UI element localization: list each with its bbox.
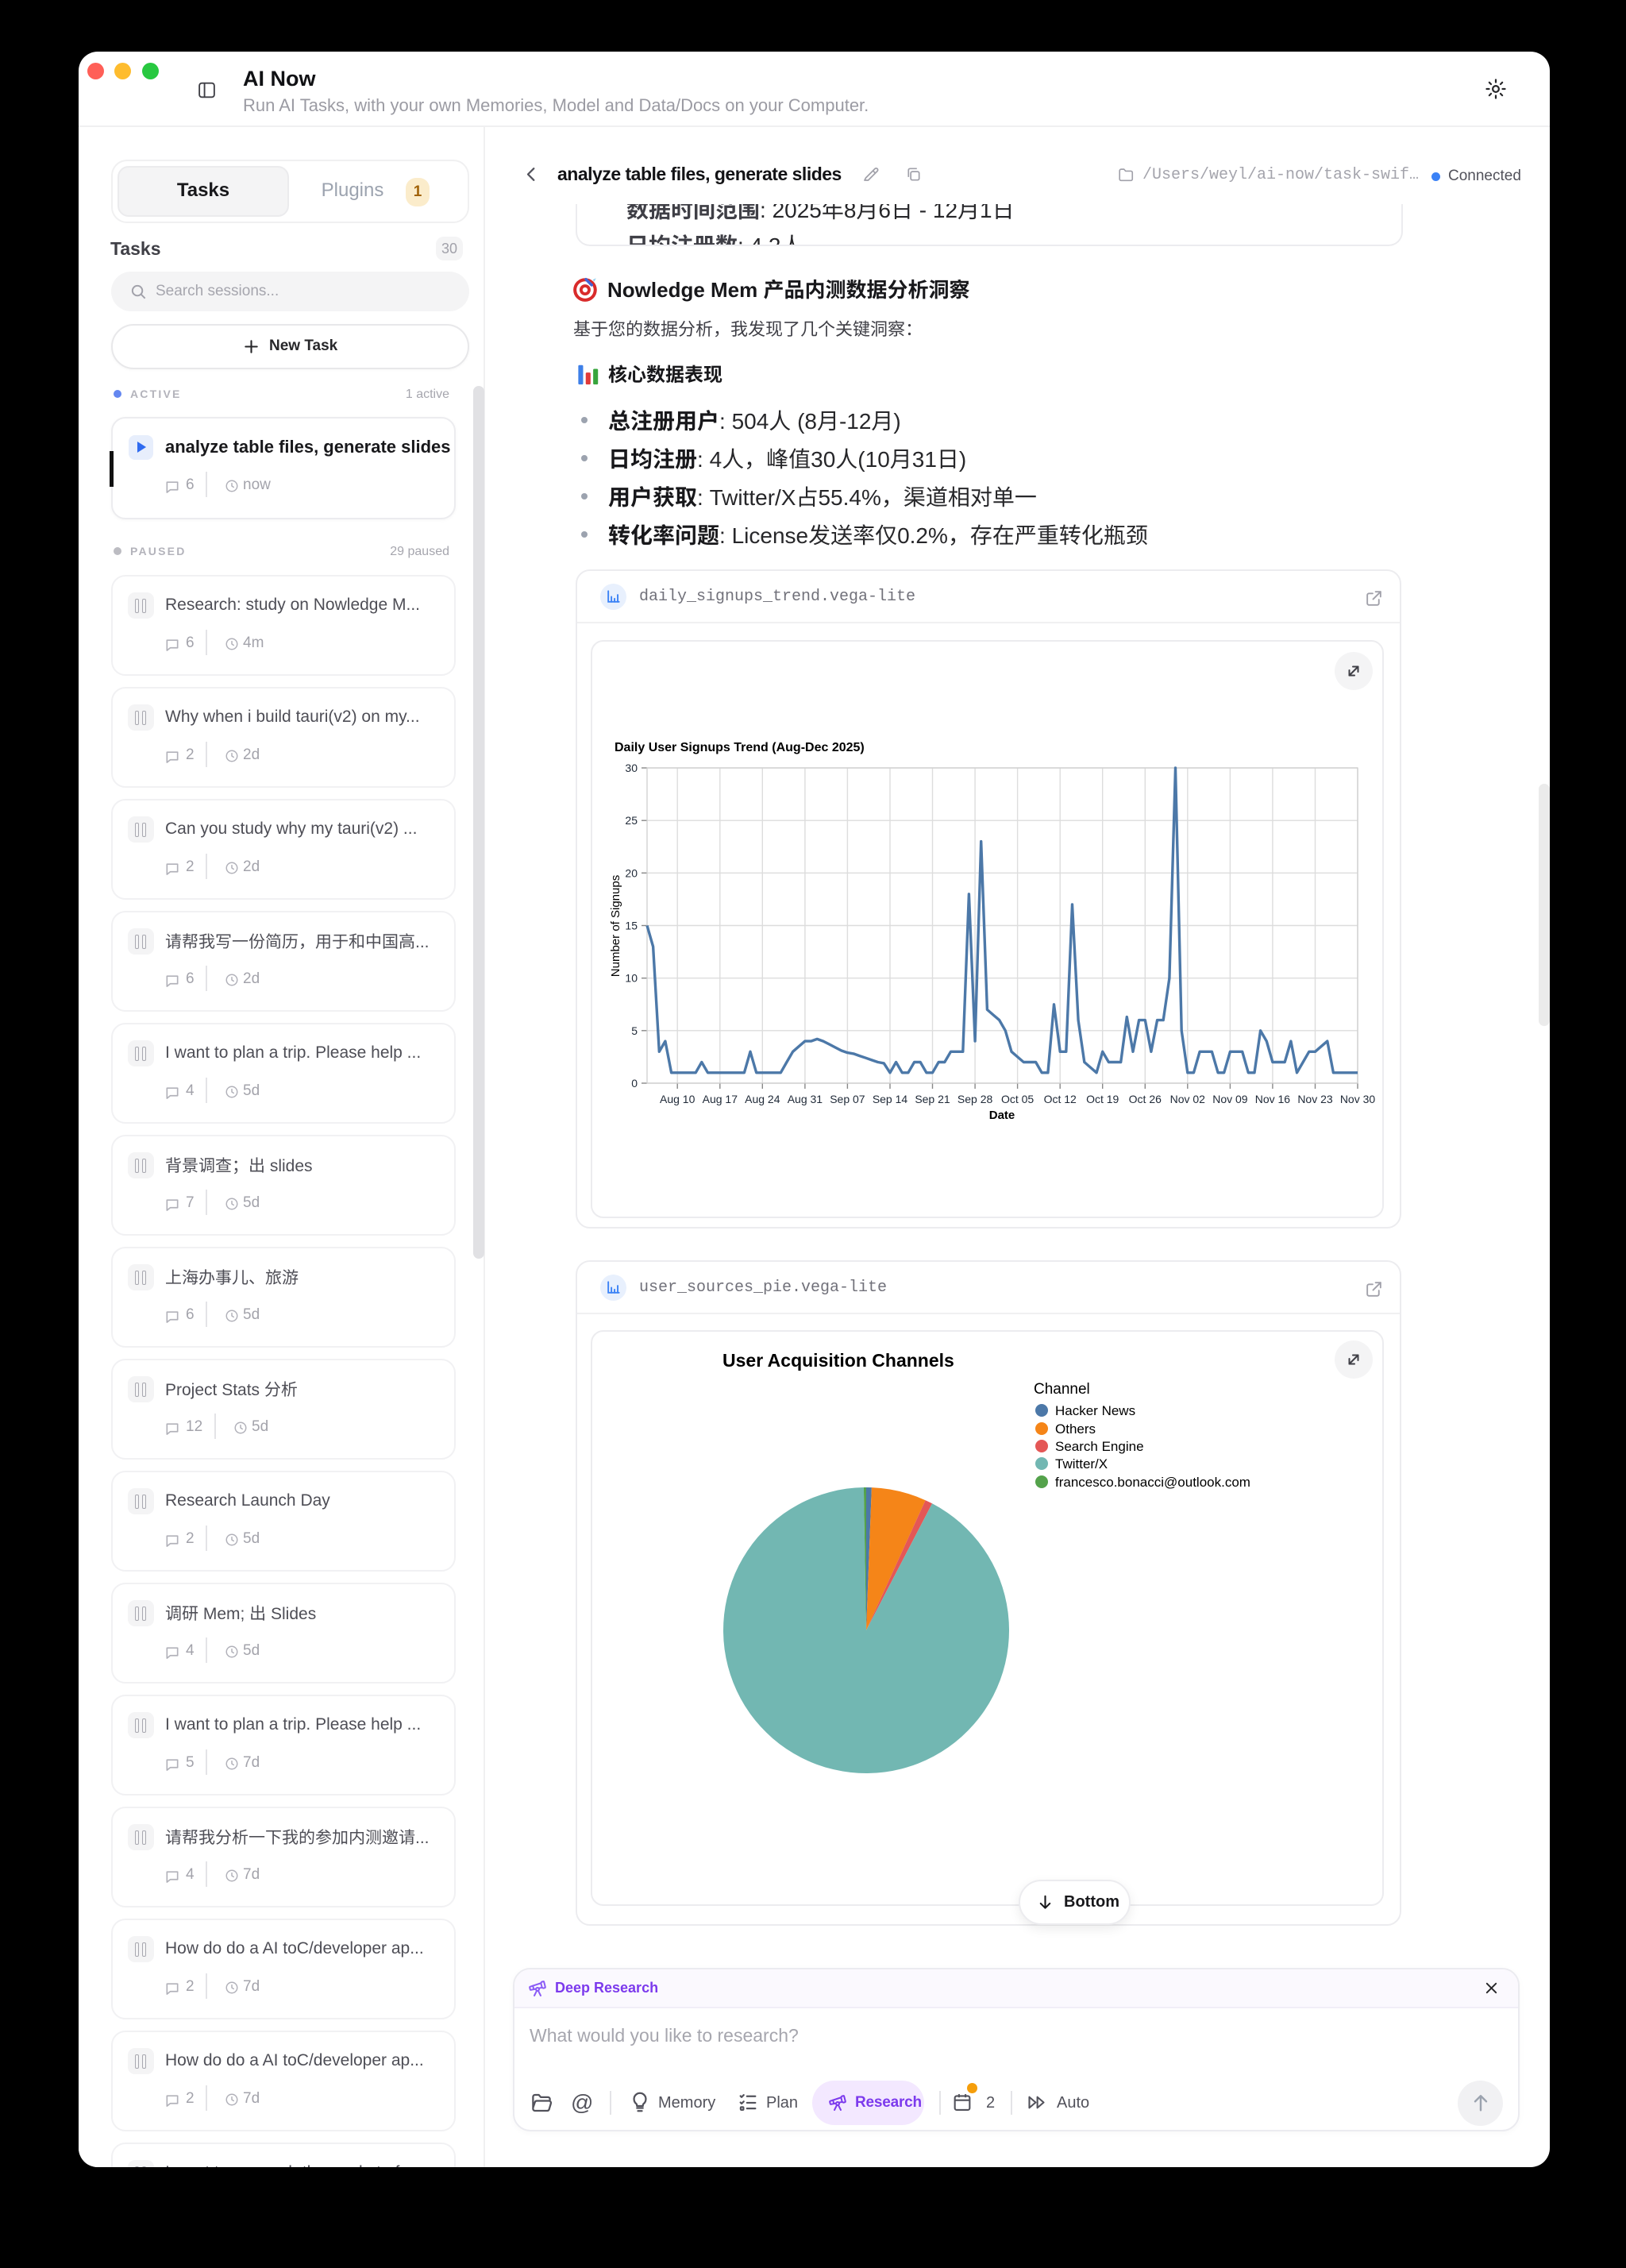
svg-text:Sep 21: Sep 21 xyxy=(915,1093,950,1105)
svg-text:Sep 28: Sep 28 xyxy=(957,1093,993,1105)
svg-text:Channel: Channel xyxy=(1034,1381,1090,1398)
svg-text:Daily User Signups Trend (Aug-: Daily User Signups Trend (Aug-Dec 2025) xyxy=(615,741,865,754)
svg-text:Oct 19: Oct 19 xyxy=(1086,1093,1119,1105)
svg-text:15: 15 xyxy=(625,920,638,932)
svg-text:Nov 16: Nov 16 xyxy=(1255,1093,1291,1105)
svg-text:25: 25 xyxy=(625,814,638,827)
svg-text:Aug 10: Aug 10 xyxy=(660,1093,695,1105)
svg-text:Sep 14: Sep 14 xyxy=(873,1093,908,1105)
svg-text:Aug 24: Aug 24 xyxy=(745,1093,780,1105)
svg-text:Oct 12: Oct 12 xyxy=(1044,1093,1077,1105)
svg-text:Nov 02: Nov 02 xyxy=(1170,1093,1206,1105)
svg-text:User Acquisition Channels: User Acquisition Channels xyxy=(722,1350,954,1371)
svg-text:francesco.bonacci@outlook.com: francesco.bonacci@outlook.com xyxy=(1055,1475,1250,1490)
svg-text:Sep 07: Sep 07 xyxy=(830,1093,865,1105)
svg-text:Aug 17: Aug 17 xyxy=(703,1093,738,1105)
svg-text:Others: Others xyxy=(1055,1421,1096,1437)
svg-text:Hacker News: Hacker News xyxy=(1055,1403,1135,1418)
svg-text:Date: Date xyxy=(989,1109,1015,1122)
svg-text:5: 5 xyxy=(631,1024,638,1037)
svg-text:Search Engine: Search Engine xyxy=(1055,1439,1144,1454)
svg-text:Oct 05: Oct 05 xyxy=(1001,1093,1034,1105)
svg-text:20: 20 xyxy=(625,866,638,879)
svg-text:Oct 26: Oct 26 xyxy=(1129,1093,1162,1105)
svg-text:Nov 30: Nov 30 xyxy=(1340,1093,1376,1105)
svg-text:10: 10 xyxy=(625,972,638,985)
svg-text:Aug 31: Aug 31 xyxy=(788,1093,823,1105)
svg-text:0: 0 xyxy=(631,1077,638,1090)
svg-text:Nov 23: Nov 23 xyxy=(1297,1093,1333,1105)
svg-text:Nov 09: Nov 09 xyxy=(1212,1093,1248,1105)
svg-text:Twitter/X: Twitter/X xyxy=(1055,1456,1108,1472)
svg-text:Number of Signups: Number of Signups xyxy=(609,875,622,977)
svg-text:30: 30 xyxy=(625,762,638,774)
